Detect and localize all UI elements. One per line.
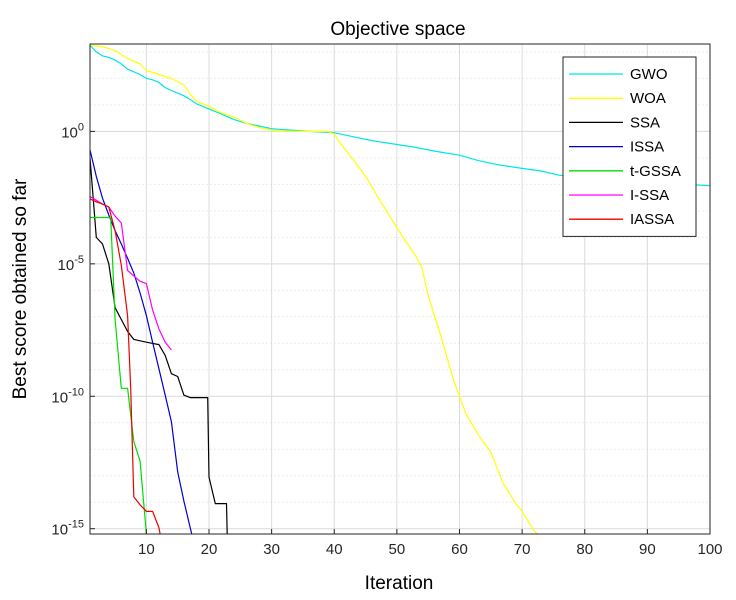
- x-tick-label: 40: [326, 541, 343, 558]
- legend-label: I-SSA: [630, 187, 669, 204]
- x-tick-label: 30: [263, 541, 280, 558]
- y-tick-label: 10-5: [58, 254, 84, 274]
- legend-label: SSA: [630, 114, 660, 131]
- series-line-issa: [90, 149, 193, 534]
- legend: GWO WOA SSA ISSA t-GSSA I-SSA IASSA: [562, 56, 697, 237]
- x-tick-label: 70: [514, 541, 531, 558]
- x-tick-label: 50: [389, 541, 406, 558]
- series-group: [90, 44, 710, 534]
- legend-label: IASSA: [630, 211, 674, 228]
- plot-area-frame: [89, 43, 711, 535]
- series-line-iassa: [90, 198, 161, 534]
- series-line-t-gssa: [90, 216, 148, 534]
- chart-title: Objective space: [330, 19, 465, 40]
- series-line-woa: [90, 44, 539, 534]
- legend-label: ISSA: [630, 139, 664, 156]
- legend-label: WOA: [630, 90, 666, 107]
- series-line-ssa: [90, 157, 228, 534]
- x-tick-label: 20: [201, 541, 218, 558]
- y-axis-label: Best score obtained so far: [10, 178, 31, 399]
- y-tick-label: 100: [61, 121, 84, 141]
- y-tick-label: 10-15: [51, 519, 84, 539]
- x-tick-label: 80: [576, 541, 593, 558]
- axis-ticks: 10 20 30 40 50 60 70 80 90 100 100 10-5 10-10 10-15: [51, 121, 722, 558]
- x-tick-label: 90: [639, 541, 656, 558]
- legend-label: t-GSSA: [630, 163, 681, 180]
- x-axis-label: Iteration: [365, 573, 434, 594]
- x-tick-label: 60: [451, 541, 468, 558]
- y-tick-label: 10-10: [51, 386, 84, 406]
- legend-label: GWO: [630, 66, 668, 83]
- x-tick-label: 100: [697, 541, 722, 558]
- x-tick-label: 10: [138, 541, 155, 558]
